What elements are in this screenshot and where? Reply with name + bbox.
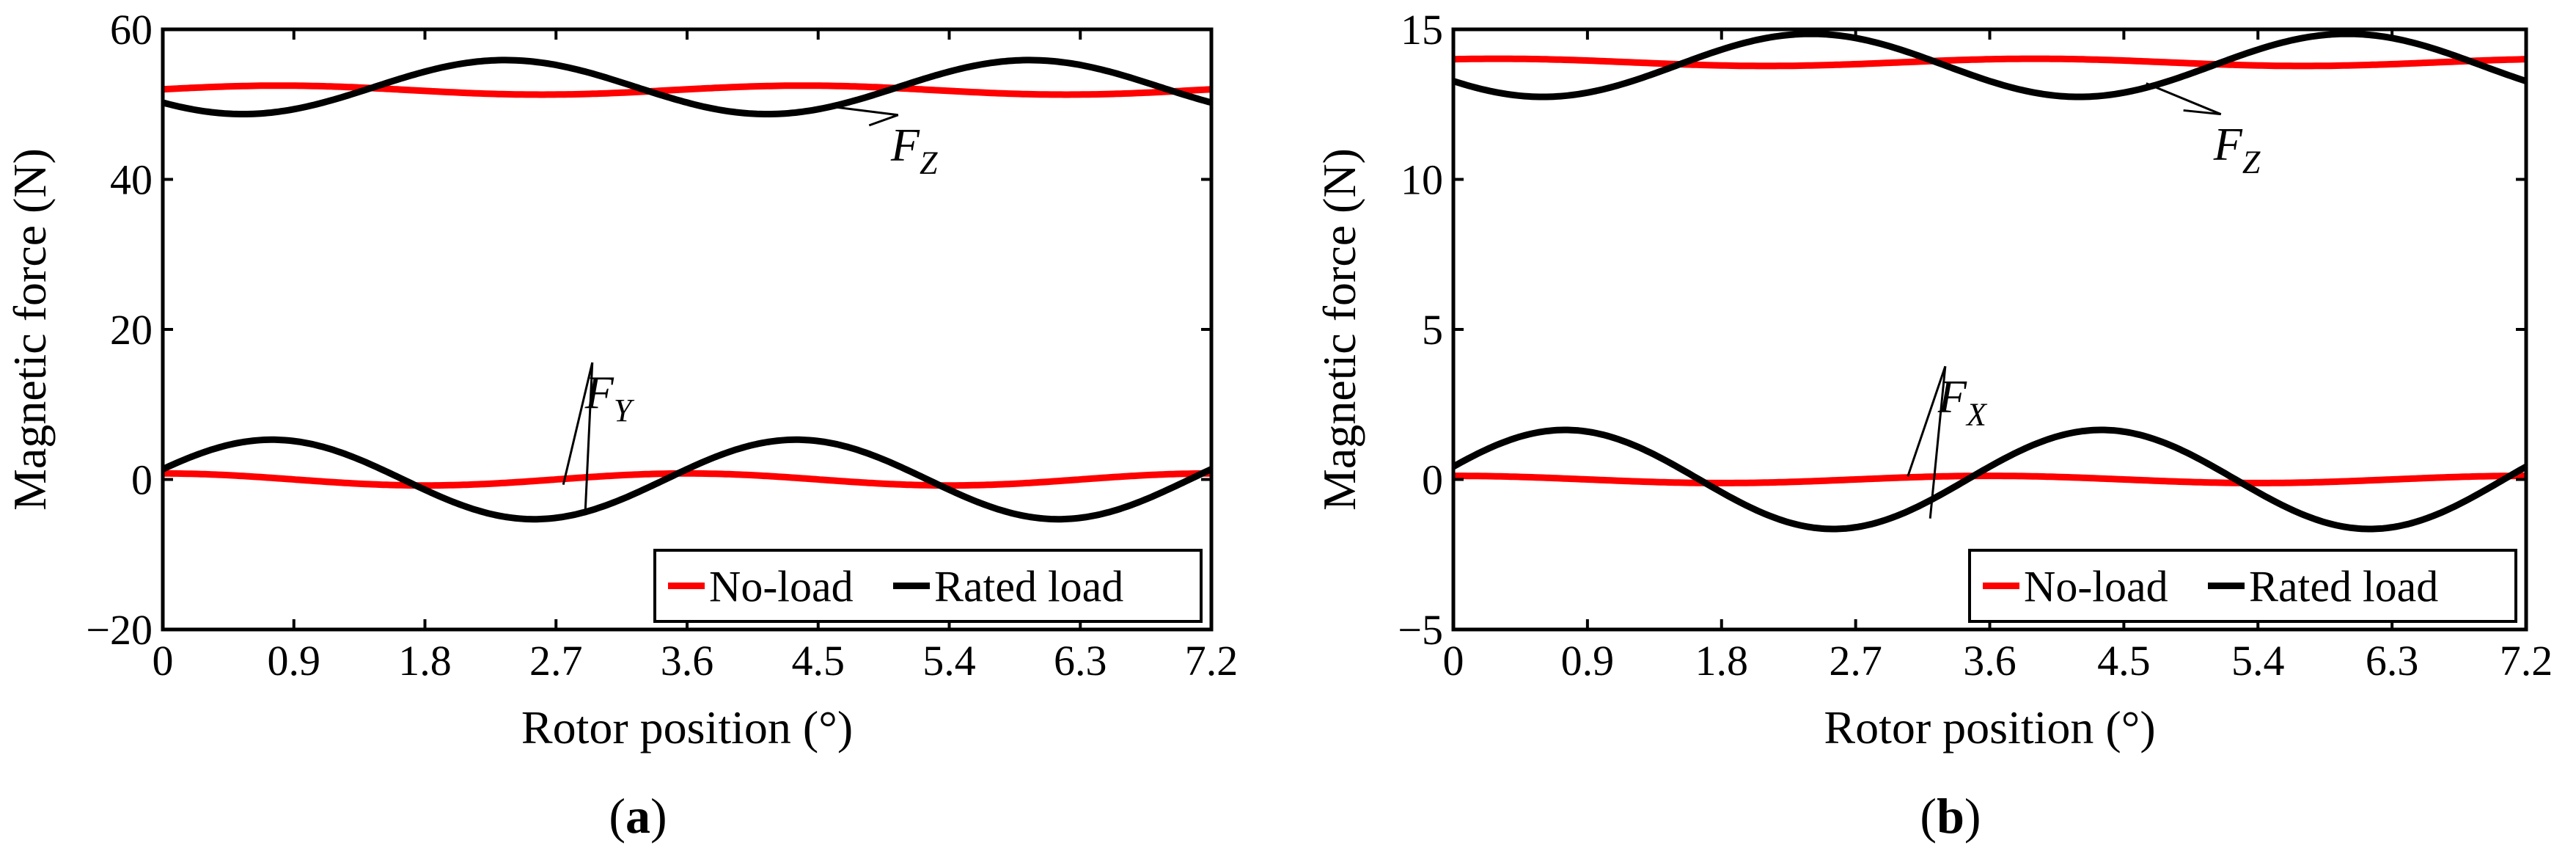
- series-group: [161, 56, 1213, 523]
- x-tick-label: 0: [153, 637, 174, 685]
- y-tick-label: −20: [86, 606, 153, 654]
- annotation-leader-line: [1907, 365, 1947, 477]
- annotation-leader-line: [868, 114, 899, 127]
- y-tick-label: 20: [110, 306, 153, 354]
- x-tick-label: 5.4: [2231, 637, 2285, 685]
- x-tick-label: 2.7: [529, 637, 583, 685]
- annotation-leader-line: [1929, 366, 1947, 519]
- series-line-fx-no-load: [1453, 472, 2526, 486]
- x-tick-label: 1.8: [1695, 637, 1749, 685]
- x-tick-label: 0.9: [1561, 637, 1615, 685]
- subfigure-letter: a: [625, 788, 650, 844]
- y-tick-label: 0: [1422, 456, 1443, 504]
- subfigure-paren-close: ): [1964, 788, 1981, 844]
- series-line-fz-no-load: [162, 82, 1212, 98]
- y-tick-label: −5: [1398, 606, 1443, 654]
- annotation-label: FZ: [890, 119, 938, 181]
- y-axis-label: Magnetic force (N): [4, 148, 56, 511]
- annotation-leader-line: [2183, 109, 2221, 116]
- x-tick-label: 4.5: [792, 637, 845, 685]
- x-tick-label: 3.6: [1963, 637, 2017, 685]
- x-tick-label: 1.8: [398, 637, 452, 685]
- legend: No-load Rated load: [653, 549, 1203, 623]
- x-tick-label: 0: [1443, 637, 1464, 685]
- series-line-fy-rated-load: [161, 436, 1213, 523]
- series-group: [1451, 30, 2528, 533]
- legend-label-rated-load: Rated load: [934, 563, 1123, 611]
- x-axis-label: Rotor position (°): [1824, 701, 2155, 753]
- annotation-subscript: Y: [614, 393, 635, 428]
- annotation-subscript: Z: [920, 145, 938, 181]
- subfigure-paren-open: (: [609, 788, 625, 844]
- y-tick-label: 5: [1422, 306, 1443, 354]
- y-tick-label: 40: [110, 156, 153, 204]
- series-line-fx-rated-load: [1451, 426, 2528, 533]
- y-tick-label: 15: [1401, 6, 1443, 54]
- y-tick-label: 10: [1401, 156, 1443, 204]
- chart-panel-a: 0 0.9 1.8 2.7 3.6 4.5 5.4 6.3 7.2−200204060Rotor…: [4, 6, 1238, 844]
- x-tick-label: 6.3: [1054, 637, 1107, 685]
- y-axis-label: Magnetic force (N): [1313, 148, 1365, 511]
- x-tick-label: 7.2: [1185, 637, 1239, 685]
- subfigure-paren-close: ): [650, 788, 667, 844]
- annotation-leader-line: [2146, 82, 2222, 116]
- legend: No-load Rated load: [1968, 549, 2517, 623]
- legend-label-rated-load: Rated load: [2249, 563, 2438, 611]
- series-line-fz-rated-load: [161, 56, 1213, 117]
- x-tick-label: 0.9: [268, 637, 321, 685]
- subfigure-label: (a): [609, 788, 667, 844]
- annotation-leader-line: [562, 362, 594, 486]
- x-tick-label: 5.4: [922, 637, 976, 685]
- x-tick-label: 7.2: [2500, 637, 2553, 685]
- series-line-fy-no-load: [163, 470, 1211, 489]
- annotation-leader-line: [825, 104, 899, 117]
- annotation-subscript: Z: [2242, 145, 2261, 180]
- x-tick-label: 2.7: [1829, 637, 1882, 685]
- x-tick-label: 6.3: [2366, 637, 2419, 685]
- series-line-fz-no-load: [1453, 55, 2527, 70]
- y-tick-label: 0: [131, 456, 153, 504]
- legend-label-no-load: No-load: [2024, 563, 2168, 611]
- subfigure-label: (b): [1920, 788, 1981, 844]
- x-tick-label: 4.5: [2097, 637, 2151, 685]
- x-tick-label: 3.6: [661, 637, 714, 685]
- subfigure-letter: b: [1937, 788, 1964, 844]
- x-axis-label: Rotor position (°): [521, 701, 853, 753]
- subfigure-paren-open: (: [1920, 788, 1937, 844]
- annotation-subscript: X: [1965, 396, 1988, 432]
- series-line-fz-rated-load: [1452, 30, 2528, 101]
- annotation-leader-line: [584, 362, 594, 515]
- y-tick-label: 60: [110, 6, 153, 54]
- legend-label-no-load: No-load: [709, 563, 854, 611]
